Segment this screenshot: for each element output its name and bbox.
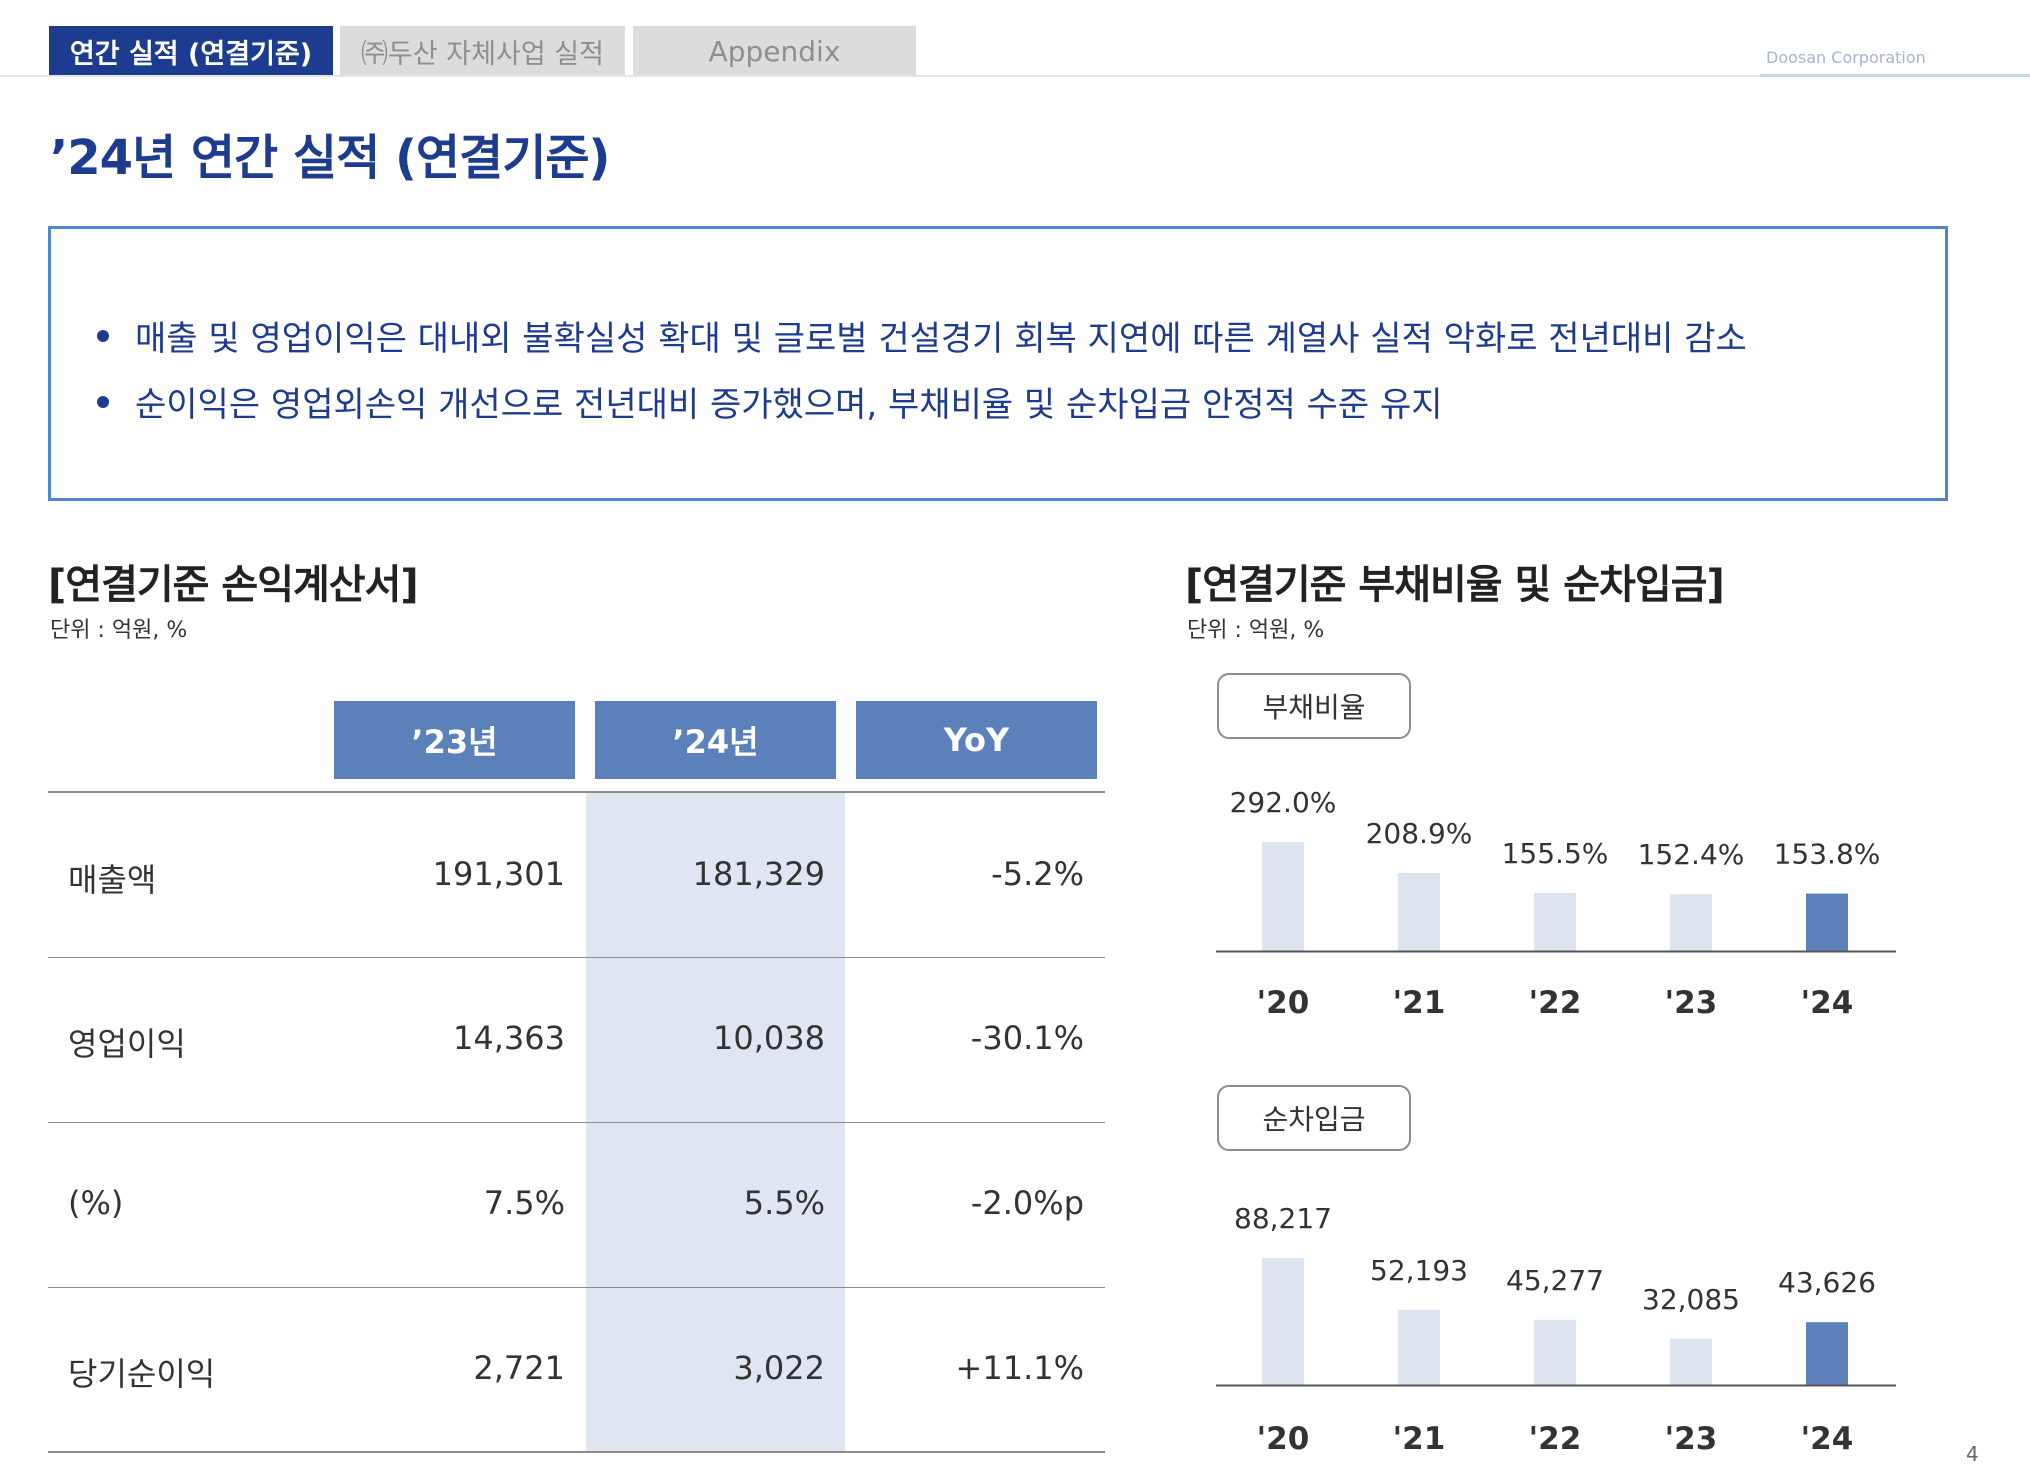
cell-margin-2024: 5.5% — [743, 1184, 825, 1222]
page-number: 4 — [1966, 1442, 1979, 1466]
debt-unit-label: 단위 : 억원, % — [1187, 618, 1325, 643]
cell-revenue-yoy: -5.2% — [991, 855, 1084, 893]
row-divider — [48, 957, 1105, 958]
chart-bar — [1262, 1258, 1304, 1385]
data-label: 153.8% — [1774, 838, 1881, 871]
x-tick-label: '22 — [1529, 985, 1582, 1021]
net-debt-chip: 순차입금 — [1217, 1085, 1411, 1151]
page-title: ’24년 연간 실적 (연결기준) — [50, 130, 610, 186]
income-unit-label: 단위 : 억원, % — [50, 618, 188, 643]
cell-net-income-2023: 2,721 — [473, 1349, 565, 1387]
table-header-divider — [48, 791, 1105, 793]
x-tick-label: '20 — [1257, 985, 1310, 1021]
summary-bullet-text: 순이익은 영업외손익 개선으로 전년대비 증가했으며, 부채비율 및 순차입금 … — [135, 385, 1443, 425]
cell-operating-profit-2024: 10,038 — [713, 1019, 825, 1057]
data-label: 43,626 — [1778, 1266, 1876, 1299]
data-label: 52,193 — [1370, 1254, 1468, 1287]
x-tick-label: '21 — [1393, 985, 1446, 1021]
summary-bullet: 순이익은 영업외손익 개선으로 전년대비 증가했으며, 부채비율 및 순차입금 … — [97, 377, 1443, 426]
column-header-yoy: YoY — [856, 701, 1097, 779]
data-label: 152.4% — [1638, 838, 1745, 871]
column-header-2023: ’23년 — [334, 701, 575, 779]
chart-bar — [1534, 892, 1576, 951]
x-tick-label: '22 — [1529, 1421, 1582, 1457]
row-divider — [48, 1122, 1105, 1123]
x-tick-label: '23 — [1665, 985, 1718, 1021]
row-label-operating-profit: 영업이익 — [68, 1025, 186, 1063]
summary-box: 매출 및 영업이익은 대내외 불확실성 확대 및 글로벌 건설경기 회복 지연에… — [48, 226, 1948, 501]
chart-bar — [1398, 1309, 1440, 1385]
chart-bar — [1670, 894, 1712, 951]
cell-operating-profit-2023: 14,363 — [453, 1019, 565, 1057]
cell-operating-profit-yoy: -30.1% — [970, 1019, 1084, 1057]
x-tick-label: '24 — [1801, 1421, 1854, 1457]
cell-margin-yoy: -2.0%p — [970, 1184, 1084, 1222]
cell-net-income-2024: 3,022 — [733, 1349, 825, 1387]
chart-bar — [1670, 1338, 1712, 1385]
tab-annual-results[interactable]: 연간 실적 (연결기준) — [49, 26, 333, 76]
income-statement-title: [연결기준 손익계산서] — [48, 562, 419, 608]
row-label-revenue: 매출액 — [68, 861, 157, 899]
cell-revenue-2023: 191,301 — [432, 855, 565, 893]
debt-ratio-chart: 292.0% '20 208.9% '21 155.5% '22 152.4% '23 153.… — [1216, 786, 1896, 1021]
row-label-margin: (%) — [68, 1184, 124, 1222]
debt-ratio-chip: 부채비율 — [1217, 673, 1411, 739]
summary-bullet: 매출 및 영업이익은 대내외 불확실성 확대 및 글로벌 건설경기 회복 지연에… — [97, 311, 1747, 360]
x-tick-label: '23 — [1665, 1421, 1718, 1457]
column-header-2024: ’24년 — [595, 701, 836, 779]
x-tick-label: '20 — [1257, 1421, 1310, 1457]
x-tick-label: '21 — [1393, 1421, 1446, 1457]
cell-net-income-yoy: +11.1% — [955, 1349, 1084, 1387]
data-label: 208.9% — [1366, 817, 1473, 850]
top-divider — [0, 75, 2030, 77]
debt-section-title: [연결기준 부채비율 및 순차입금] — [1185, 562, 1725, 608]
data-label: 88,217 — [1234, 1202, 1332, 1235]
cell-revenue-2024: 181,329 — [692, 855, 825, 893]
data-label: 32,085 — [1642, 1283, 1740, 1316]
data-label: 155.5% — [1502, 837, 1609, 870]
bullet-dot-icon — [97, 395, 109, 408]
chart-bar — [1534, 1319, 1576, 1385]
x-tick-label: '24 — [1801, 985, 1854, 1021]
table-bottom-divider — [48, 1451, 1105, 1453]
bullet-dot-icon — [97, 329, 109, 342]
data-label: 292.0% — [1230, 786, 1337, 819]
chart-bar — [1806, 893, 1848, 951]
data-label: 45,277 — [1506, 1264, 1604, 1297]
tab-standalone-results[interactable]: ㈜두산 자체사업 실적 — [340, 26, 625, 76]
row-divider — [48, 1287, 1105, 1288]
chart-bar — [1262, 842, 1304, 951]
brand-label: Doosan Corporation — [1766, 48, 1926, 67]
chart-bar — [1806, 1322, 1848, 1385]
row-label-net-income: 당기순이익 — [68, 1355, 216, 1393]
tab-appendix[interactable]: Appendix — [633, 26, 916, 76]
net-debt-chart: 88,217 '20 52,193 '21 45,277 '22 32,085 '23 43,6… — [1216, 1202, 1896, 1457]
brand-underline — [1760, 74, 2030, 77]
chart-bar — [1398, 873, 1440, 951]
cell-margin-2023: 7.5% — [483, 1184, 565, 1222]
summary-bullet-text: 매출 및 영업이익은 대내외 불확실성 확대 및 글로벌 건설경기 회복 지연에… — [135, 319, 1747, 359]
